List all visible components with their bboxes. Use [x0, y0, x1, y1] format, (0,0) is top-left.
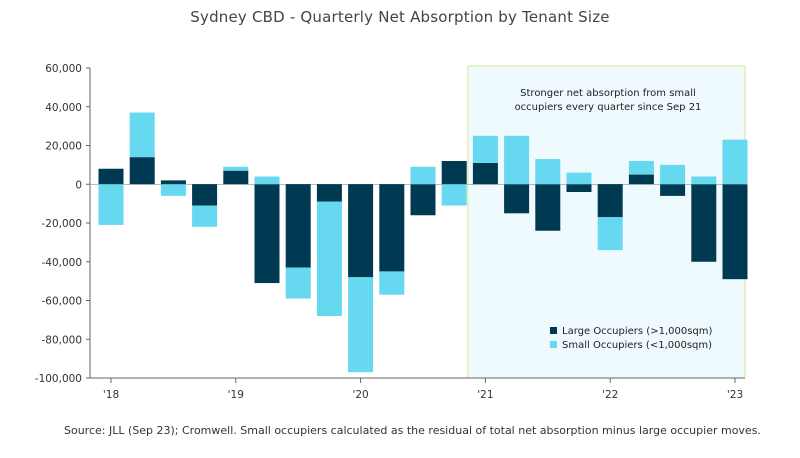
bar-small-occupiers	[660, 164, 686, 185]
bar-large-occupiers	[535, 184, 561, 231]
bar-small-occupiers	[129, 112, 155, 158]
bar-large-occupiers	[566, 184, 592, 192]
y-tick-label: 60,000	[45, 63, 82, 75]
bar-large-occupiers	[472, 162, 498, 185]
bar-small-occupiers	[441, 184, 467, 206]
x-tick-label: '23	[727, 389, 743, 401]
bar-large-occupiers	[597, 184, 623, 218]
y-tick-label: -80,000	[41, 334, 82, 346]
bar-large-occupiers	[98, 168, 124, 185]
y-tick-label: -60,000	[41, 296, 82, 308]
legend-swatch	[550, 327, 557, 334]
bars-layer	[98, 112, 748, 373]
y-tick-label: -20,000	[41, 218, 82, 230]
bar-large-occupiers	[348, 184, 374, 278]
annotation-text: occupiers every quarter since Sep 21	[515, 102, 702, 113]
bar-large-occupiers	[379, 184, 405, 272]
bar-large-occupiers	[660, 184, 686, 196]
annotation-layer: Stronger net absorption from small occupi…	[515, 88, 702, 113]
bar-large-occupiers	[129, 157, 155, 185]
legend-swatch	[550, 341, 557, 348]
annotation-text: Stronger net absorption from small	[520, 88, 696, 99]
bar-large-occupiers	[410, 184, 436, 216]
bar-small-occupiers	[566, 172, 592, 185]
x-tick-label: '18	[103, 389, 119, 401]
y-tick-label: 20,000	[45, 141, 82, 153]
bar-small-occupiers	[254, 176, 280, 185]
bar-large-occupiers	[691, 184, 717, 262]
bar-large-occupiers	[192, 184, 218, 206]
legend-label: Large Occupiers (>1,000sqm)	[562, 326, 713, 337]
chart-title: Sydney CBD - Quarterly Net Absorption by…	[190, 8, 610, 26]
x-tick-label: '22	[602, 389, 618, 401]
bar-small-occupiers	[722, 139, 748, 185]
legend-label: Small Occupiers (<1,000sqm)	[562, 340, 712, 351]
bar-large-occupiers	[254, 184, 280, 284]
bar-small-occupiers	[160, 184, 186, 196]
bar-large-occupiers	[722, 184, 748, 280]
bar-small-occupiers	[98, 184, 124, 225]
bar-small-occupiers	[379, 271, 405, 295]
bar-small-occupiers	[285, 267, 311, 299]
bar-small-occupiers	[410, 166, 436, 185]
bar-small-occupiers	[691, 176, 717, 185]
bar-large-occupiers	[160, 180, 186, 185]
legend-layer: Large Occupiers (>1,000sqm) Small Occupie…	[550, 326, 713, 351]
bar-large-occupiers	[628, 174, 654, 185]
bar-small-occupiers	[348, 277, 374, 373]
bar-large-occupiers	[504, 184, 530, 214]
bar-small-occupiers	[628, 161, 654, 175]
y-tick-label: 0	[75, 179, 82, 191]
bar-small-occupiers	[223, 166, 249, 171]
y-tick-label: 40,000	[45, 102, 82, 114]
bar-large-occupiers	[441, 161, 467, 185]
bar-large-occupiers	[285, 184, 311, 268]
x-tick-label: '20	[352, 389, 368, 401]
bar-small-occupiers	[535, 159, 561, 185]
bar-small-occupiers	[316, 201, 342, 316]
bar-large-occupiers	[223, 170, 249, 185]
y-tick-label: -40,000	[41, 257, 82, 269]
source-note: Source: JLL (Sep 23); Cromwell. Small oc…	[64, 424, 761, 437]
y-tick-label: -100,000	[35, 373, 82, 385]
bar-small-occupiers	[597, 217, 623, 251]
bar-small-occupiers	[504, 135, 530, 185]
x-tick-label: '21	[477, 389, 493, 401]
bar-large-occupiers	[316, 184, 342, 202]
bar-small-occupiers	[192, 205, 218, 227]
x-tick-label: '19	[228, 389, 244, 401]
bar-small-occupiers	[472, 135, 498, 163]
